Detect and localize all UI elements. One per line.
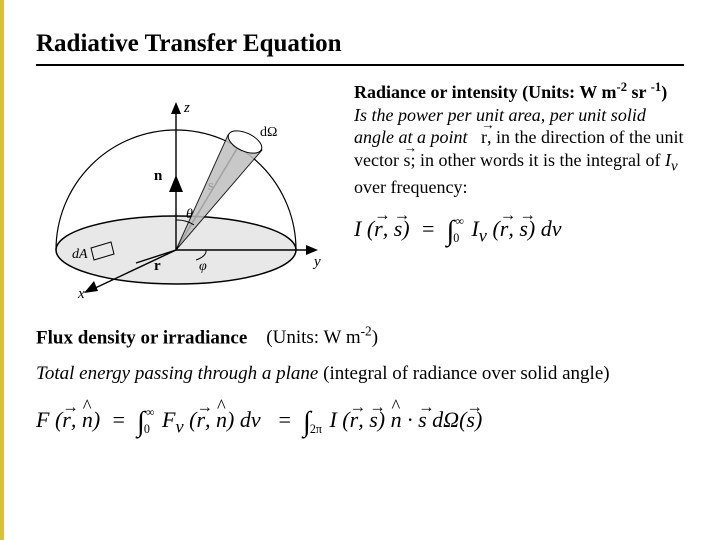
integral-icon: ∫ [303,407,311,438]
da-label: dA [72,247,88,262]
radiance-sym-r: →r [481,126,487,149]
radiance-lead: Radiance or intensity [354,82,518,102]
integral-icon: ∫ [137,407,145,438]
axis-y-label: y [312,254,321,270]
title-underline [36,64,684,66]
radiance-sym-Inu: Iν [665,150,678,170]
radiance-def-rest2: ; in other words it is the integral of [411,150,665,170]
flux-units: (Units: W m-2) [266,327,378,348]
radiance-definition-block: Radiance or intensity (Units: W m-2 sr -… [354,80,684,248]
flux-block: Flux density or irradiance (Units: W m-2… [36,324,684,438]
axis-z-label: z [183,100,190,116]
slide-accent-bar [0,0,4,540]
axis-x-label: x [77,286,85,300]
flux-lead: Flux density or irradiance [36,327,247,348]
domega-label: dΩ [260,125,277,140]
theta-label: θ [186,207,193,222]
radiance-units: (Units: W m-2 sr -1) [522,82,667,102]
radiance-def-rest3: over frequency: [354,177,467,197]
flux-equation: F (→r, n) = ∫0∞ Fν (→r, n) dν = ∫2π I (→… [36,403,684,437]
slide-content: Radiative Transfer Equation z y [0,0,720,458]
slide-title: Radiative Transfer Equation [36,30,684,58]
top-row: z y x n s dΩ [36,80,684,300]
solid-angle-diagram: z y x n s dΩ [36,80,336,300]
vector-r-label: r [154,258,161,274]
integral-icon: ∫ [446,216,454,247]
flux-description: Total energy passing through a plane (in… [36,363,684,385]
radiance-sym-s: →s [403,149,410,172]
radiance-equation: I (→r, →s) = ∫0∞ Iν (→r, →s) dν [354,210,684,247]
phi-label: φ [199,259,207,274]
vector-n-label: n [154,168,163,184]
